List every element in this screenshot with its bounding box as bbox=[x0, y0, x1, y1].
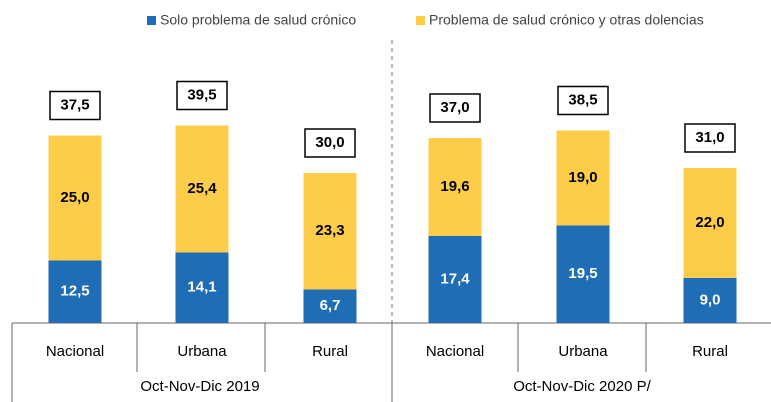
total-label: 37,0 bbox=[440, 99, 469, 116]
value-label: 19,6 bbox=[440, 178, 469, 195]
total-label: 38,5 bbox=[568, 91, 597, 108]
value-label: 17,4 bbox=[440, 270, 470, 287]
bar-segment bbox=[556, 225, 610, 323]
value-label: 19,5 bbox=[568, 265, 597, 282]
value-label: 6,7 bbox=[320, 297, 341, 314]
total-box bbox=[176, 80, 228, 111]
x-tick-label: Urbana bbox=[177, 343, 227, 360]
total-label: 39,5 bbox=[187, 86, 216, 103]
value-label: 19,0 bbox=[568, 169, 597, 186]
total-label: 30,0 bbox=[315, 134, 344, 151]
value-label: 9,0 bbox=[700, 291, 721, 308]
total-box bbox=[557, 85, 609, 116]
group-label: Oct-Nov-Dic 2020 P/ bbox=[513, 378, 651, 395]
legend-label: Problema de salud crónico y otras dolenc… bbox=[429, 12, 704, 28]
value-label: 23,3 bbox=[315, 222, 344, 239]
x-tick-label: Rural bbox=[692, 343, 728, 360]
total-box bbox=[304, 128, 356, 158]
bar-segment bbox=[48, 260, 102, 323]
value-label: 22,0 bbox=[695, 214, 724, 231]
x-tick-label: Rural bbox=[312, 343, 348, 360]
x-tick-label: Nacional bbox=[46, 343, 104, 360]
total-label: 37,5 bbox=[60, 96, 89, 113]
total-box bbox=[429, 93, 481, 123]
bar-segment bbox=[175, 252, 229, 323]
total-box bbox=[684, 123, 736, 153]
legend-label: Solo problema de salud crónico bbox=[160, 12, 356, 28]
value-label: 25,4 bbox=[187, 180, 217, 197]
total-label: 31,0 bbox=[695, 129, 724, 146]
bar-segment bbox=[303, 289, 357, 323]
bar-segment bbox=[428, 236, 482, 323]
bar-segment bbox=[48, 135, 102, 261]
bar-segment bbox=[428, 138, 482, 236]
total-box bbox=[49, 90, 101, 121]
value-label: 12,5 bbox=[60, 283, 89, 300]
bar-segment bbox=[683, 168, 737, 278]
bar-segment bbox=[683, 278, 737, 323]
legend-swatch bbox=[147, 16, 156, 25]
value-label: 14,1 bbox=[187, 279, 216, 296]
x-tick-label: Nacional bbox=[426, 343, 484, 360]
value-label: 25,0 bbox=[60, 189, 89, 206]
group-label: Oct-Nov-Dic 2019 bbox=[140, 378, 259, 395]
x-tick-label: Urbana bbox=[558, 343, 608, 360]
bar-segment bbox=[175, 125, 229, 253]
bar-segment bbox=[303, 173, 357, 290]
legend-swatch bbox=[416, 16, 425, 25]
bar-segment bbox=[556, 130, 610, 226]
